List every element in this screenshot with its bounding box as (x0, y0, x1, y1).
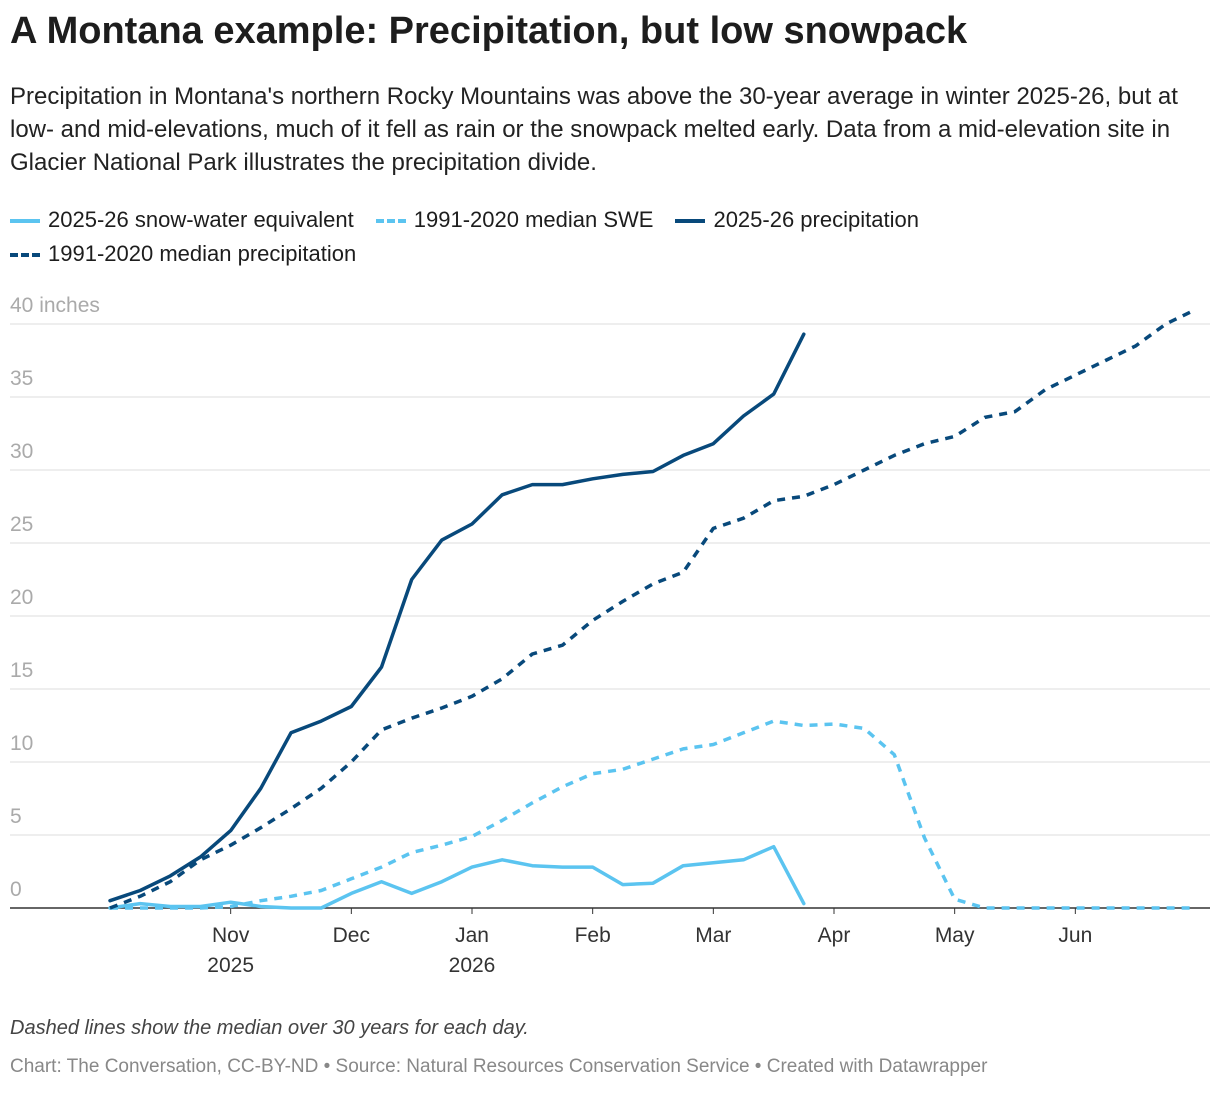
legend-swatch (10, 219, 40, 224)
data-line (108, 332, 806, 903)
x-tick-label: Nov 2025 (207, 924, 254, 977)
y-tick-label: 5 (10, 805, 22, 828)
legend-item: 2025-26 precipitation (675, 203, 919, 237)
legend-label: 1991-2020 median SWE (413, 207, 654, 232)
chart-title: A Montana example: Precipitation, but lo… (10, 10, 968, 52)
y-tick-label: 20 (10, 586, 33, 609)
legend-swatch (375, 219, 406, 224)
legend-item: 1991-2020 median precipitation (10, 237, 356, 271)
y-tick-label: 30 (10, 440, 33, 463)
x-tick-label: Mar (695, 924, 731, 947)
legend-label: 2025-26 snow-water equivalent (48, 207, 354, 232)
chart-subtitle: Precipitation in Montana's northern Rock… (10, 83, 1178, 176)
y-tick-label: 35 (10, 367, 33, 390)
x-tick-label: Apr (818, 924, 851, 947)
x-tick-label: Feb (575, 924, 611, 947)
legend-item: 2025-26 snow-water equivalent (10, 203, 354, 237)
y-tick-label: 25 (10, 513, 33, 536)
x-tick-label: May (935, 924, 975, 947)
chart-footer: Chart: The Conversation, CC-BY-ND • Sour… (10, 1056, 988, 1077)
data-line (110, 719, 1196, 910)
data-line (109, 307, 1197, 910)
x-tick-label: Dec (333, 924, 370, 947)
legend-label: 2025-26 precipitation (713, 207, 919, 232)
legend-swatch (675, 219, 706, 224)
legend-swatch (10, 253, 40, 258)
y-tick-label: 10 (10, 732, 33, 755)
legend-item: 1991-2020 median SWE (375, 203, 654, 237)
data-line (108, 844, 806, 910)
x-tick-label: Jun (1058, 924, 1092, 947)
y-tick-label: 40 inches (10, 294, 100, 317)
x-tick-label: Jan 2026 (449, 924, 496, 977)
legend: 2025-26 snow-water equivalent 1991-2020 m… (10, 203, 1200, 271)
y-tick-label: 15 (10, 659, 33, 682)
chart-note: Dashed lines show the median over 30 yea… (10, 1017, 529, 1039)
legend-label: 1991-2020 median precipitation (48, 241, 357, 266)
y-tick-label: 0 (10, 878, 22, 901)
